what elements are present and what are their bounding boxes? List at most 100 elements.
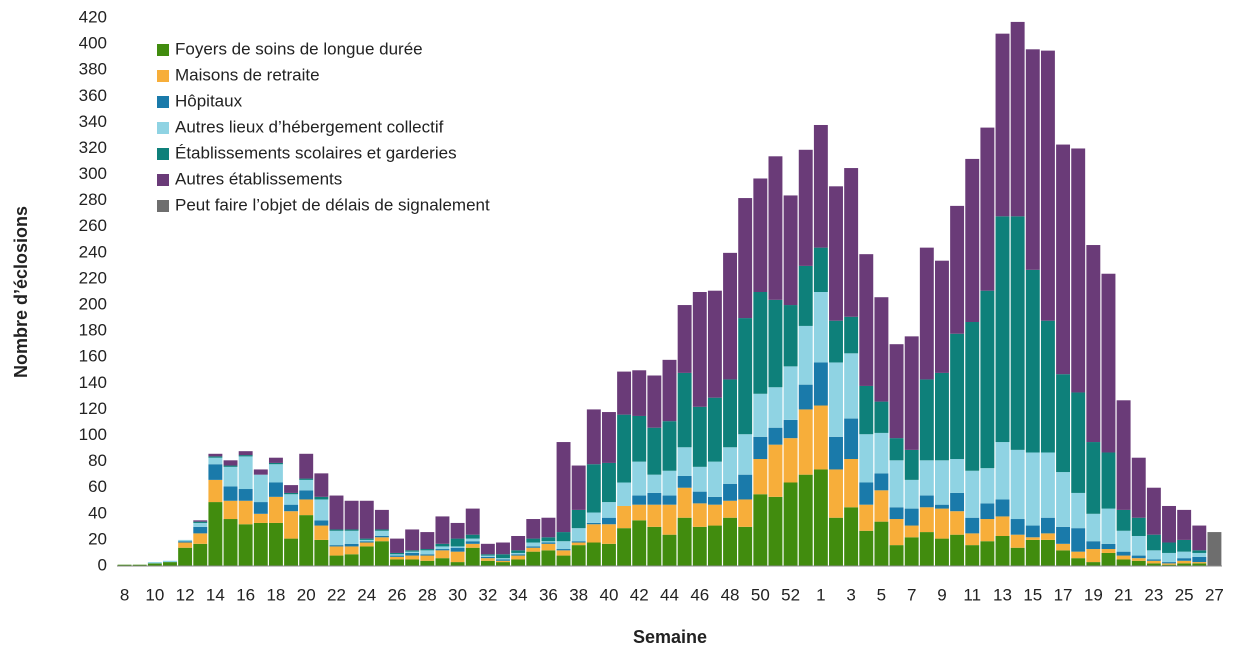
bar-segment xyxy=(329,529,344,531)
bar-segment xyxy=(1086,513,1101,542)
bar-segment xyxy=(420,550,435,555)
bar-segment xyxy=(950,459,965,493)
bar-segment xyxy=(995,499,1010,517)
y-tick-label: 160 xyxy=(79,347,107,366)
bar-segment xyxy=(768,427,783,445)
bar-segment xyxy=(813,362,828,406)
bar-segment xyxy=(874,490,889,522)
bar-segment xyxy=(1192,525,1207,551)
bar-segment xyxy=(556,555,571,566)
bar-segment xyxy=(768,387,783,428)
legend-text: Peut faire l’objet de délais de signalem… xyxy=(175,195,490,214)
bar-segment xyxy=(1116,551,1131,556)
bar-segment xyxy=(1101,452,1116,509)
bar-segment xyxy=(980,503,995,520)
bar-segment xyxy=(783,366,798,420)
bar-segment xyxy=(1131,555,1146,559)
bar-segment xyxy=(904,537,919,566)
x-tick-label: 16 xyxy=(236,585,255,604)
bar-segment xyxy=(980,519,995,542)
bar-segment xyxy=(601,524,616,544)
bar-segment xyxy=(692,526,707,566)
bar-segment xyxy=(193,543,208,566)
bar-segment xyxy=(268,522,283,566)
bar-segment xyxy=(617,414,632,483)
x-tick-label: 26 xyxy=(388,585,407,604)
bar-segment xyxy=(1131,560,1146,566)
bar-segment xyxy=(571,541,586,543)
legend-text: Hôpitaux xyxy=(175,91,243,110)
bar-segment xyxy=(662,495,677,505)
bar-segment xyxy=(738,499,753,527)
bar-segment xyxy=(874,521,889,566)
x-axis-title: Semaine xyxy=(633,627,707,647)
y-tick-label: 260 xyxy=(79,216,107,235)
bar-segment xyxy=(647,492,662,505)
bar-segment xyxy=(813,405,828,470)
bar-segment xyxy=(541,542,556,544)
bar-segment xyxy=(1101,508,1116,544)
bar-segment xyxy=(677,447,692,476)
bar-segment xyxy=(163,562,177,566)
bar-segment xyxy=(1177,563,1192,566)
legend-swatch xyxy=(157,148,169,160)
bar-segment xyxy=(677,305,692,373)
bar-segment xyxy=(1025,525,1040,538)
bar-segment xyxy=(965,470,980,518)
bar-segment xyxy=(1010,449,1025,520)
legend-background xyxy=(151,36,575,224)
bar-segment xyxy=(299,478,314,480)
bar-segment xyxy=(390,554,404,556)
y-axis-title: Nombre d’éclosions xyxy=(11,206,31,378)
bar-segment xyxy=(768,156,783,300)
bar-segment xyxy=(344,543,359,547)
bar-segment xyxy=(284,538,299,566)
bar-segment xyxy=(238,500,253,525)
bar-segment xyxy=(268,462,283,465)
bar-segment xyxy=(965,517,980,534)
bar-segment xyxy=(798,265,813,326)
bar-segment xyxy=(1086,442,1101,514)
y-tick-label: 80 xyxy=(88,451,107,470)
bar-segment xyxy=(965,533,980,546)
bar-segment xyxy=(1146,534,1161,551)
bar-segment xyxy=(844,353,859,419)
bar-segment xyxy=(647,375,662,428)
bar-segment xyxy=(950,511,965,535)
bar-segment xyxy=(1040,533,1055,540)
bar-segment xyxy=(511,535,526,551)
bar-segment xyxy=(1071,392,1086,493)
y-tick-label: 40 xyxy=(88,503,107,522)
bar-segment xyxy=(586,409,601,465)
bar-segment xyxy=(904,525,919,538)
bar-segment xyxy=(1162,564,1176,566)
bar-segment xyxy=(390,556,404,560)
legend-text: Établissements scolaires et garderies xyxy=(175,143,457,162)
bar-segment xyxy=(496,554,510,559)
bar-segment xyxy=(723,483,738,501)
bar-segment xyxy=(1056,550,1071,566)
bar-segment xyxy=(783,305,798,367)
bar-segment xyxy=(435,549,450,551)
bar-segment xyxy=(208,456,223,458)
bar-segment xyxy=(1192,562,1207,564)
bar-segment xyxy=(1071,551,1086,559)
bar-segment xyxy=(919,532,934,566)
bar-segment xyxy=(193,520,208,522)
bar-segment xyxy=(798,409,813,475)
bar-segment xyxy=(738,434,753,475)
bar-segment xyxy=(1146,560,1161,564)
y-tick-label: 380 xyxy=(79,60,107,79)
bar-segment xyxy=(829,362,843,437)
bar-segment xyxy=(813,124,828,248)
bar-segment xyxy=(223,460,238,466)
bar-segment xyxy=(723,517,738,566)
bar-segment xyxy=(571,465,586,510)
bar-segment xyxy=(1116,530,1131,552)
bar-segment xyxy=(723,500,738,518)
bar-segment xyxy=(223,466,238,487)
bar-segment xyxy=(1177,509,1192,540)
legend-text: Autres établissements xyxy=(175,169,342,188)
bar-segment xyxy=(1101,549,1116,553)
legend-text: Autres lieux d’hébergement collectif xyxy=(175,117,444,136)
